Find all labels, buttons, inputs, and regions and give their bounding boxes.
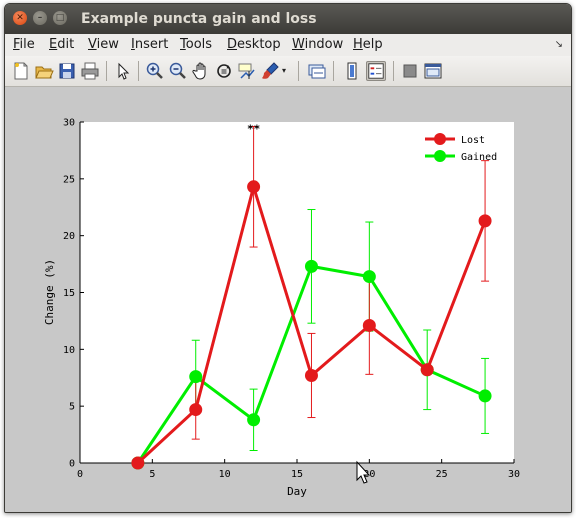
x-tick-label: 30 (508, 469, 520, 480)
menu-bar: File Edit View Insert Tools Desktop Wind… (5, 34, 571, 56)
data-point (362, 318, 376, 332)
x-tick-label: 15 (291, 469, 303, 480)
pan-hand-icon[interactable] (191, 61, 211, 81)
figure-window: ✕ – □ Example puncta gain and loss File … (4, 3, 572, 513)
legend-marker (434, 150, 446, 162)
data-point (304, 368, 318, 382)
insert-colorbar-icon[interactable] (342, 61, 362, 81)
y-tick-label: 0 (69, 459, 75, 470)
axes-background (80, 122, 514, 463)
y-tick-label: 15 (63, 288, 75, 299)
x-axis-label: Day (287, 485, 307, 498)
figure-toolbar: ▾ (5, 56, 571, 87)
y-tick-label: 20 (63, 231, 75, 242)
new-figure-icon[interactable] (11, 61, 31, 81)
toolbar-separator (106, 61, 107, 81)
minimize-icon[interactable]: – (33, 11, 47, 25)
data-point (247, 413, 261, 427)
menu-desktop[interactable]: Desktop (227, 37, 281, 52)
zoom-in-icon[interactable] (145, 61, 165, 81)
edit-plot-arrow-icon[interactable] (113, 61, 133, 81)
menu-file[interactable]: File (13, 37, 35, 52)
rotate-3d-icon[interactable] (214, 61, 234, 81)
mouse-cursor-icon (356, 460, 371, 484)
y-axis-label: Change (%) (43, 259, 56, 325)
toolbar-separator (298, 61, 299, 81)
save-icon[interactable] (57, 61, 77, 81)
dock-arrow-icon[interactable]: ↘ (554, 39, 563, 50)
show-plot-tools-icon[interactable] (423, 61, 443, 81)
x-tick-label: 5 (149, 469, 155, 480)
x-tick-label: 10 (219, 469, 231, 480)
maximize-icon[interactable]: □ (53, 11, 67, 25)
toolbar-separator (138, 61, 139, 81)
line-chart[interactable]: 0 5 10 15 20 25 30 0 5 10 15 20 25 30 ** Lost Gained Day… (5, 87, 571, 512)
window-title: Example puncta gain and loss (81, 11, 317, 27)
menu-help[interactable]: Help (353, 37, 383, 52)
menu-edit[interactable]: Edit (49, 37, 75, 52)
menu-window[interactable]: Window (292, 37, 344, 52)
link-plot-icon[interactable] (307, 61, 327, 81)
data-cursor-icon[interactable] (237, 61, 257, 81)
brush-icon[interactable] (260, 61, 280, 81)
y-tick-label: 30 (63, 118, 75, 129)
data-point (189, 370, 203, 384)
y-tick-label: 10 (63, 345, 75, 356)
print-icon[interactable] (80, 61, 100, 81)
insert-legend-button[interactable] (366, 61, 386, 81)
data-point (131, 456, 145, 470)
legend: Lost Gained (425, 133, 497, 163)
toolbar-separator (393, 61, 394, 81)
significance-annotation: ** (247, 123, 260, 136)
data-point (362, 270, 376, 284)
menu-view[interactable]: View (88, 37, 119, 52)
y-tick-label: 5 (69, 402, 75, 413)
menu-tools[interactable]: Tools (180, 37, 213, 52)
legend-label: Lost (461, 135, 485, 146)
zoom-out-icon[interactable] (168, 61, 188, 81)
data-point (189, 403, 203, 417)
menu-insert[interactable]: Insert (131, 37, 169, 52)
y-tick-label: 25 (63, 174, 75, 185)
x-tick-label: 0 (77, 469, 83, 480)
legend-marker (434, 133, 446, 145)
brush-dropdown-icon[interactable]: ▾ (282, 66, 287, 75)
data-point (247, 180, 261, 194)
data-point (478, 214, 492, 228)
x-tick-label: 20 (363, 469, 375, 480)
legend-label: Gained (461, 152, 497, 163)
insert-legend-icon (368, 63, 384, 79)
close-icon[interactable]: ✕ (13, 11, 27, 25)
x-tick-label: 25 (436, 469, 448, 480)
title-bar[interactable]: ✕ – □ Example puncta gain and loss (5, 4, 571, 34)
data-point (304, 259, 318, 273)
data-point (420, 363, 434, 377)
data-point (478, 389, 492, 403)
open-file-icon[interactable] (34, 61, 54, 81)
figure-area: 0 5 10 15 20 25 30 0 5 10 15 20 25 30 ** Lost Gained Day… (5, 87, 571, 512)
hide-plot-tools-icon[interactable] (400, 61, 420, 81)
toolbar-separator (333, 61, 334, 81)
